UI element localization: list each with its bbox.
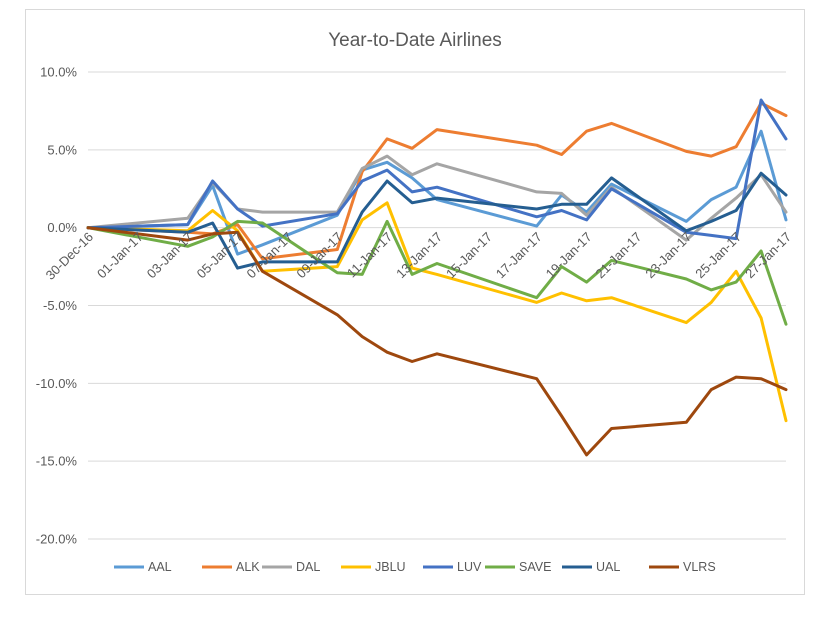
series-lines bbox=[86, 98, 788, 457]
series-line-vlrs bbox=[86, 226, 788, 457]
legend-label-alk: ALK bbox=[236, 560, 260, 574]
line-chart: 10.0% 5.0% 0.0% -5.0% -10.0% -15.0% -20.0% 30-… bbox=[36, 30, 794, 574]
x-tick-label: 21-Jan-17 bbox=[593, 229, 645, 281]
y-tick-label: 10.0% bbox=[40, 65, 77, 80]
legend: AAL ALK DAL JBLU LUV SAVE UAL VLRS bbox=[114, 560, 716, 574]
legend-label-save: SAVE bbox=[519, 560, 551, 574]
y-tick-label: 0.0% bbox=[47, 220, 77, 235]
series-line-luv bbox=[86, 98, 788, 241]
y-tick-label: -5.0% bbox=[43, 298, 77, 313]
chart-title: Year-to-Date Airlines bbox=[328, 30, 502, 51]
legend-label-aal: AAL bbox=[148, 560, 172, 574]
x-tick-label: 30-Dec-16 bbox=[43, 229, 97, 283]
y-tick-label: -10.0% bbox=[36, 376, 78, 391]
series-line-save bbox=[86, 219, 788, 326]
legend-label-vlrs: VLRS bbox=[683, 560, 716, 574]
gridlines bbox=[88, 71, 786, 540]
legend-label-jblu: JBLU bbox=[375, 560, 406, 574]
legend-label-dal: DAL bbox=[296, 560, 320, 574]
x-tick-label: 17-Jan-17 bbox=[493, 229, 545, 281]
chart-frame: 10.0% 5.0% 0.0% -5.0% -10.0% -15.0% -20.0% 30-… bbox=[25, 9, 805, 595]
y-tick-label: 5.0% bbox=[47, 142, 77, 157]
legend-label-luv: LUV bbox=[457, 560, 482, 574]
y-tick-label: -20.0% bbox=[36, 532, 78, 547]
y-tick-label: -15.0% bbox=[36, 454, 78, 469]
series-line-ual bbox=[86, 171, 788, 270]
x-tick-label: 19-Jan-17 bbox=[543, 229, 595, 281]
x-tick-label: 01-Jan-17 bbox=[94, 229, 146, 281]
y-axis-tick-labels: 10.0% 5.0% 0.0% -5.0% -10.0% -15.0% -20.0% bbox=[36, 65, 78, 547]
legend-label-ual: UAL bbox=[596, 560, 620, 574]
series-line-alk bbox=[86, 101, 788, 261]
series-line-jblu bbox=[86, 201, 788, 423]
